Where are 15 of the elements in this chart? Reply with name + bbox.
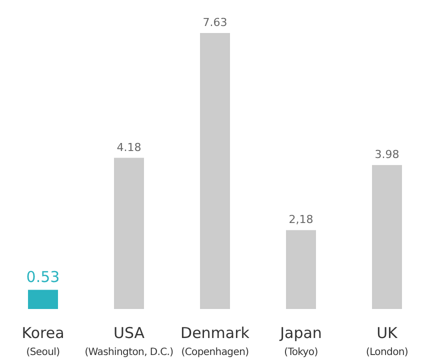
x-tick-label: Korea (Seoul)	[22, 324, 64, 358]
x-tick-label: USA (Washington, D.C.)	[84, 324, 174, 358]
x-tick-label: UK (London)	[366, 324, 408, 358]
bar	[28, 290, 58, 309]
data-label: 4.18	[116, 140, 142, 154]
data-label: 7.63	[202, 16, 228, 29]
bar	[200, 33, 230, 309]
x-tick-label: Japan (Tokyo)	[279, 324, 322, 358]
x-tick-label: Denmark (Copenhagen)	[180, 324, 250, 358]
data-label: 3.98	[374, 148, 400, 162]
bar	[372, 165, 402, 309]
data-label: 2,18	[288, 213, 314, 226]
bar	[114, 158, 144, 309]
bar	[286, 230, 316, 309]
data-label: 0.53	[26, 268, 60, 286]
